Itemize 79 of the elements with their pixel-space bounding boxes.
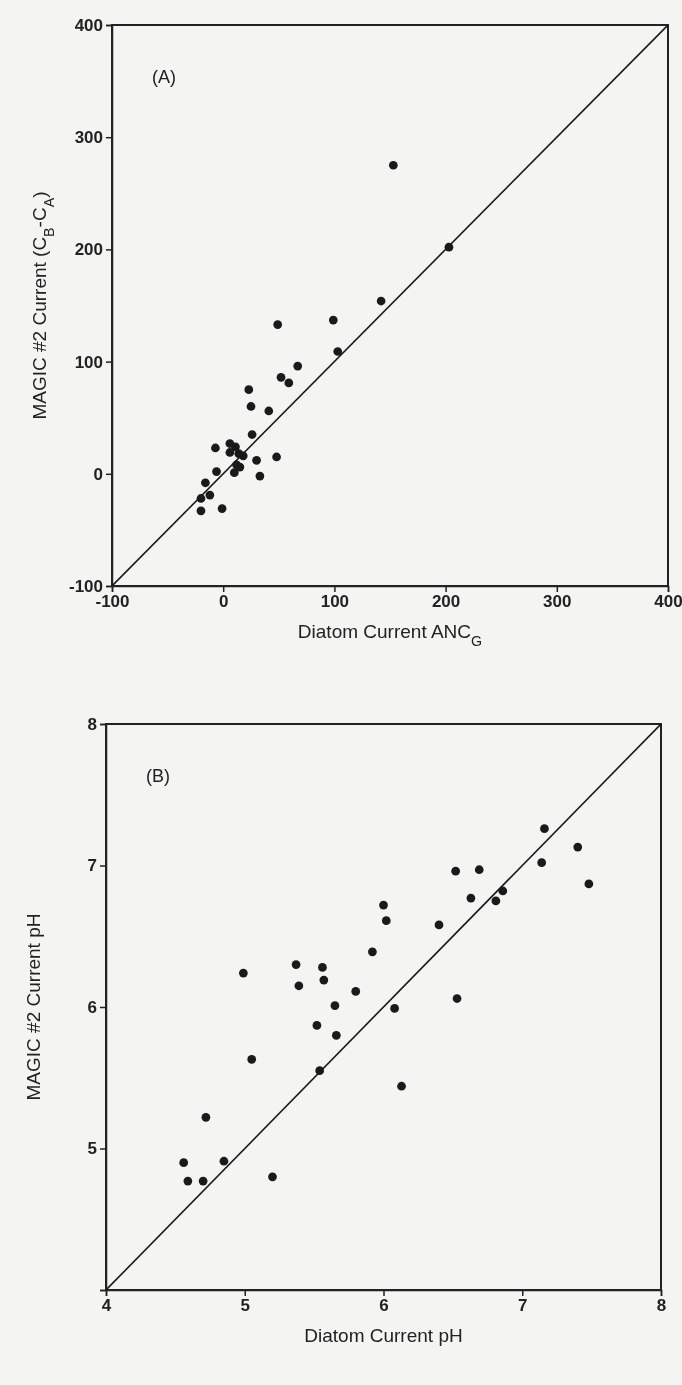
point xyxy=(244,385,254,395)
point xyxy=(183,1176,193,1186)
y-tick-label: 5 xyxy=(87,1139,97,1159)
point xyxy=(474,865,484,875)
point xyxy=(284,378,294,388)
point xyxy=(255,471,265,481)
point xyxy=(379,900,388,910)
point xyxy=(351,987,361,996)
x-tick-label: 200 xyxy=(431,592,461,612)
x-tick-label: 300 xyxy=(543,592,572,612)
point xyxy=(584,879,594,889)
point xyxy=(434,920,444,930)
x-tick-label: 7 xyxy=(518,1296,528,1316)
x-axis-title: Diatom Current pH xyxy=(304,1325,463,1346)
point xyxy=(312,1021,322,1030)
x-tick-label: 8 xyxy=(656,1296,667,1316)
point xyxy=(229,468,239,478)
point xyxy=(246,402,256,411)
y-axis-title: MAGIC #2 Current pH xyxy=(23,913,44,1101)
point xyxy=(268,1172,277,1182)
point xyxy=(211,443,220,453)
point xyxy=(388,160,398,170)
point xyxy=(466,893,476,903)
x-tick-label: 0 xyxy=(218,592,229,612)
point xyxy=(381,916,391,926)
point xyxy=(217,504,227,513)
point xyxy=(537,858,547,868)
point xyxy=(333,347,343,356)
x-tick-label: 400 xyxy=(654,592,682,612)
point xyxy=(198,1176,208,1186)
point xyxy=(452,994,462,1003)
point xyxy=(573,842,583,852)
x-tick-label: 100 xyxy=(320,592,350,612)
point xyxy=(264,406,274,416)
y-tick-label: -100 xyxy=(68,576,103,596)
y-tick-label: 400 xyxy=(74,15,103,35)
point xyxy=(293,361,303,371)
point xyxy=(225,448,235,457)
annotation: (B) xyxy=(146,766,170,786)
y-tick-label: 100 xyxy=(74,352,103,372)
point xyxy=(201,478,210,488)
point xyxy=(331,1030,341,1040)
y-tick-label: 6 xyxy=(87,997,97,1017)
point xyxy=(328,315,338,325)
point xyxy=(247,1054,257,1064)
point xyxy=(368,947,377,957)
point xyxy=(238,968,248,978)
point xyxy=(273,320,283,329)
point xyxy=(212,467,221,476)
point xyxy=(318,963,327,972)
point xyxy=(540,824,549,834)
y-tick-label: 300 xyxy=(74,128,103,148)
y-tick-label: 7 xyxy=(87,856,97,876)
y-tick-label: 0 xyxy=(93,464,103,484)
point xyxy=(179,1158,189,1168)
point xyxy=(291,960,301,969)
point xyxy=(196,506,206,516)
point xyxy=(272,452,281,462)
point xyxy=(205,490,215,500)
point xyxy=(201,1113,211,1122)
point xyxy=(276,372,286,382)
y-tick-label: 8 xyxy=(87,714,97,734)
point xyxy=(247,430,257,439)
point xyxy=(390,1004,399,1013)
point xyxy=(451,866,461,876)
x-tick-label: 6 xyxy=(379,1296,389,1316)
point xyxy=(219,1156,229,1166)
point xyxy=(376,296,386,306)
point xyxy=(319,975,329,985)
point xyxy=(397,1081,406,1091)
y-tick-label: 200 xyxy=(74,240,103,260)
x-tick-label: 5 xyxy=(240,1296,250,1316)
point xyxy=(294,981,304,991)
point xyxy=(330,1001,340,1010)
point xyxy=(252,455,261,465)
x-axis-title: Diatom Current ANC$_{G}$ xyxy=(297,621,483,649)
point xyxy=(491,896,501,906)
x-tick-label: 4 xyxy=(101,1296,112,1316)
annotation: (A) xyxy=(152,67,176,87)
